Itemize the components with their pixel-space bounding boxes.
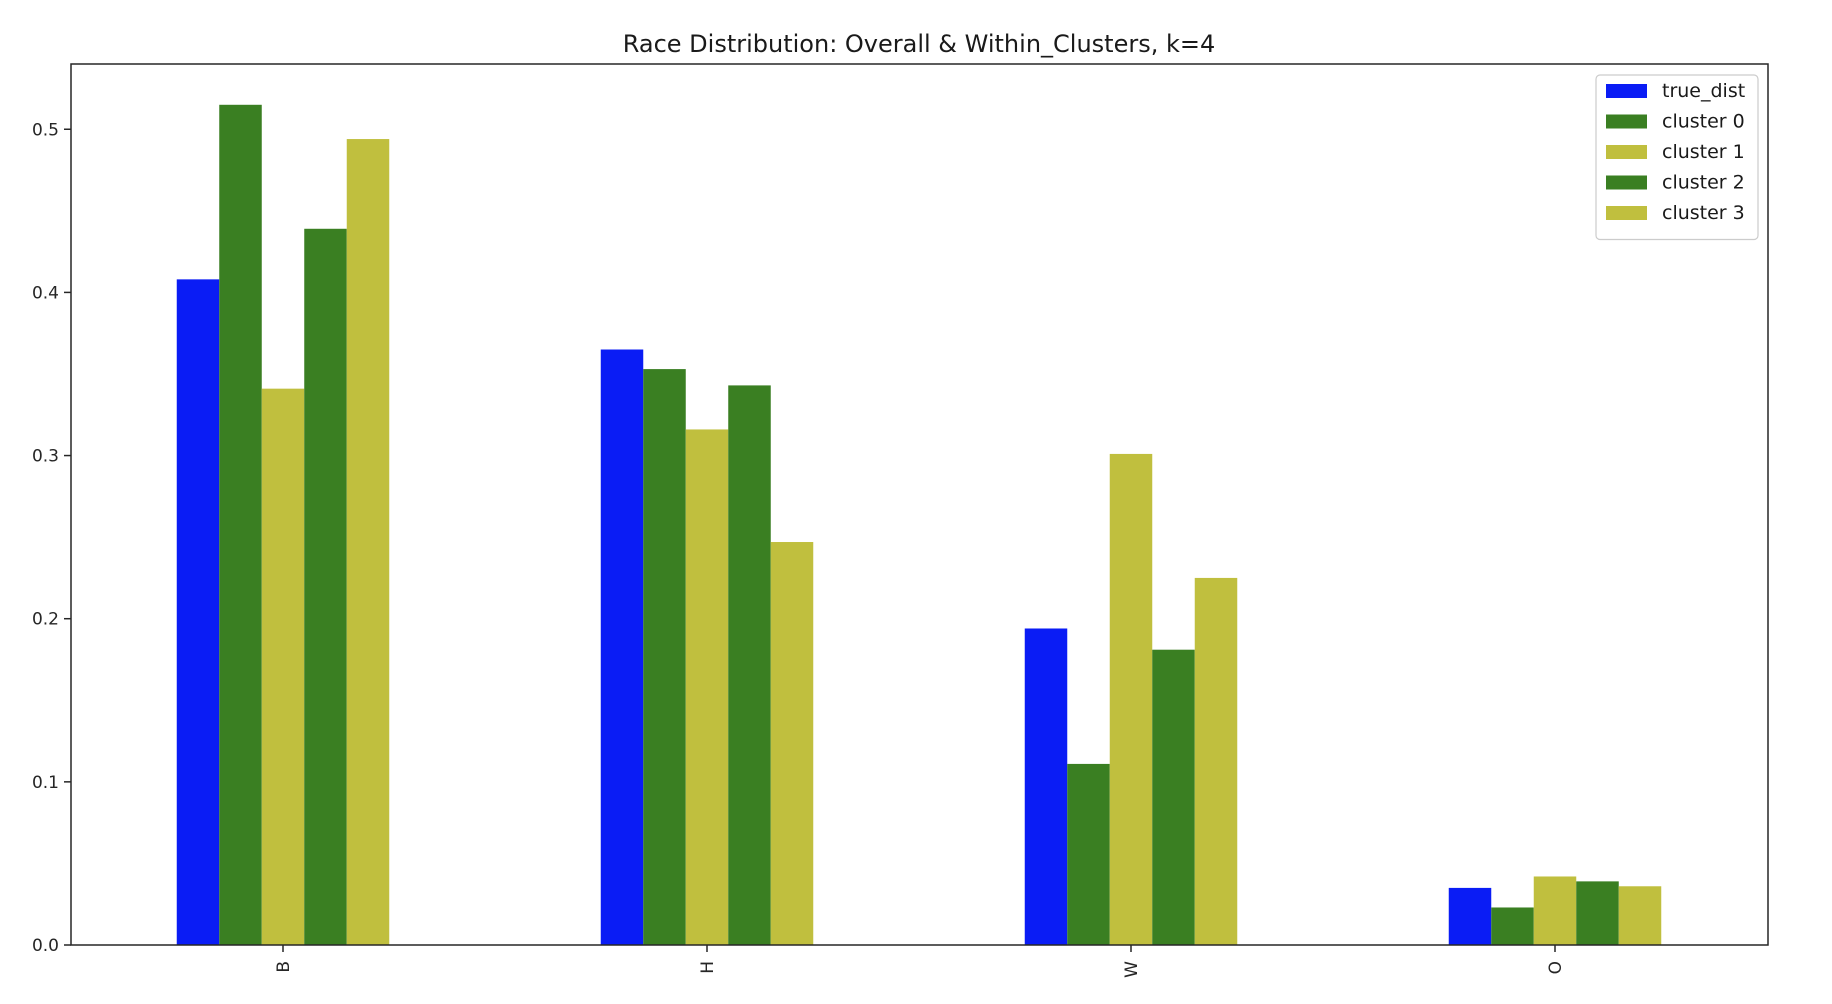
x-tick-label: H	[698, 961, 718, 974]
y-tick-label: 0.2	[32, 610, 59, 630]
bar-B-true_dist	[176, 279, 220, 945]
bar-H-cluster-3	[770, 542, 814, 945]
legend-label: cluster 3	[1662, 202, 1745, 224]
y-tick-label: 0.3	[32, 447, 59, 467]
bar-H-cluster-0	[643, 369, 686, 946]
bar-O-cluster-2	[1576, 881, 1619, 945]
bar-O-true_dist	[1448, 887, 1492, 945]
bar-W-true_dist	[1024, 628, 1068, 945]
bar-O-cluster-1	[1533, 876, 1577, 945]
x-tick-label: B	[274, 961, 294, 973]
bar-W-cluster-2	[1152, 649, 1195, 945]
bars-group	[176, 104, 1662, 946]
chart-title: Race Distribution: Overall & Within_Clus…	[623, 30, 1216, 58]
legend-swatch	[1606, 84, 1647, 98]
y-tick-label: 0.4	[32, 283, 59, 303]
y-tick-label: 0.5	[32, 120, 59, 140]
y-tick-label: 0.1	[32, 773, 59, 793]
bar-O-cluster-0	[1491, 907, 1534, 945]
legend-swatch	[1606, 145, 1647, 159]
x-tick-label: O	[1546, 961, 1566, 974]
legend-label: cluster 2	[1662, 172, 1745, 194]
x-tick-label: W	[1122, 961, 1142, 978]
bar-B-cluster-1	[261, 388, 305, 945]
plot-frame	[70, 63, 1769, 946]
bar-H-cluster-1	[685, 429, 729, 945]
bar-H-cluster-2	[728, 385, 771, 945]
bar-W-cluster-1	[1109, 453, 1153, 945]
legend-swatch	[1606, 175, 1647, 190]
legend-swatch	[1606, 206, 1647, 220]
y-tick-label: 0.0	[32, 936, 59, 956]
bar-O-cluster-3	[1618, 886, 1662, 945]
legend-swatch	[1606, 114, 1647, 129]
bar-W-cluster-0	[1067, 763, 1110, 945]
bar-B-cluster-3	[346, 139, 390, 946]
legend-label: true_dist	[1662, 80, 1745, 102]
bar-B-cluster-2	[304, 228, 347, 945]
bar-W-cluster-3	[1194, 577, 1238, 945]
bar-H-true_dist	[600, 349, 644, 945]
legend-label: cluster 1	[1662, 141, 1745, 163]
bar-B-cluster-0	[219, 104, 262, 946]
legend-label: cluster 0	[1662, 111, 1745, 133]
axes-group: B H W O 0.0 0.1 0.2 0.3 0.4 0.5	[32, 120, 1566, 978]
